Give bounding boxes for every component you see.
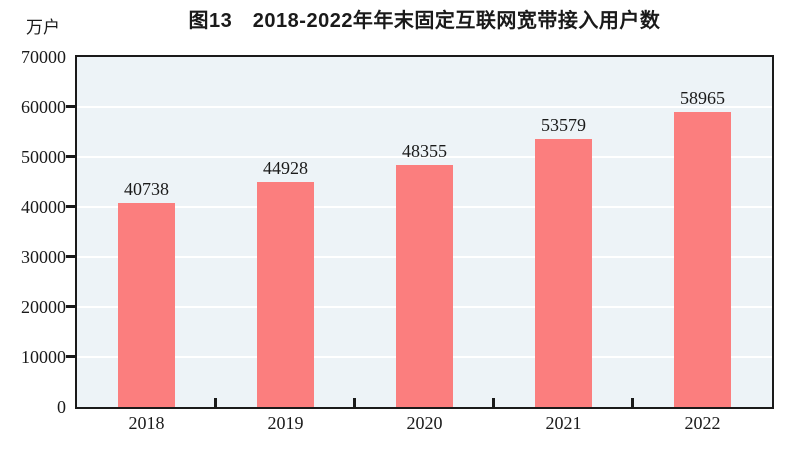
gridline-60000: [77, 106, 772, 108]
value-label-2019: 44928: [263, 158, 308, 179]
x-tick-label-2018: 2018: [128, 413, 165, 433]
value-label-2021: 53579: [541, 115, 586, 136]
x-tick-label-2019: 2019: [267, 413, 304, 433]
bar-2021: [535, 139, 592, 407]
y-axis-tick: [66, 305, 75, 308]
y-tick-label-50000: 50000: [21, 147, 66, 167]
chart-title: 图13 2018-2022年年末固定互联网宽带接入用户数: [188, 10, 661, 32]
x-tick-label-2021: 2021: [545, 413, 582, 433]
y-axis-tick: [66, 355, 75, 358]
y-tick-label-60000: 60000: [21, 97, 66, 117]
bar-2020: [396, 165, 453, 407]
value-label-2018: 40738: [124, 179, 169, 200]
y-tick-label-70000: 70000: [21, 47, 66, 67]
y-axis-unit-label: 万户: [26, 18, 60, 37]
y-tick-label-20000: 20000: [21, 297, 66, 317]
y-axis-tick: [66, 155, 75, 158]
value-label-2020: 48355: [402, 141, 447, 162]
x-axis-tick: [353, 398, 356, 407]
x-tick-label-2020: 2020: [406, 413, 443, 433]
x-axis-tick: [631, 398, 634, 407]
gridline-50000: [77, 156, 772, 158]
y-axis-tick: [66, 255, 75, 258]
x-tick-label-2022: 2022: [684, 413, 721, 433]
bar-2019: [257, 182, 314, 407]
x-axis-tick: [492, 398, 495, 407]
y-tick-label-0: 0: [57, 397, 66, 417]
y-axis-tick: [66, 205, 75, 208]
y-tick-label-10000: 10000: [21, 347, 66, 367]
y-tick-label-30000: 30000: [21, 247, 66, 267]
y-axis-tick: [66, 105, 75, 108]
plot-area: 40738 44928 48355 53579 58965: [75, 55, 774, 409]
bar-2018: [118, 203, 175, 407]
bar-2022: [674, 112, 731, 407]
value-label-2022: 58965: [680, 88, 725, 109]
y-tick-label-40000: 40000: [21, 197, 66, 217]
x-axis-tick: [214, 398, 217, 407]
